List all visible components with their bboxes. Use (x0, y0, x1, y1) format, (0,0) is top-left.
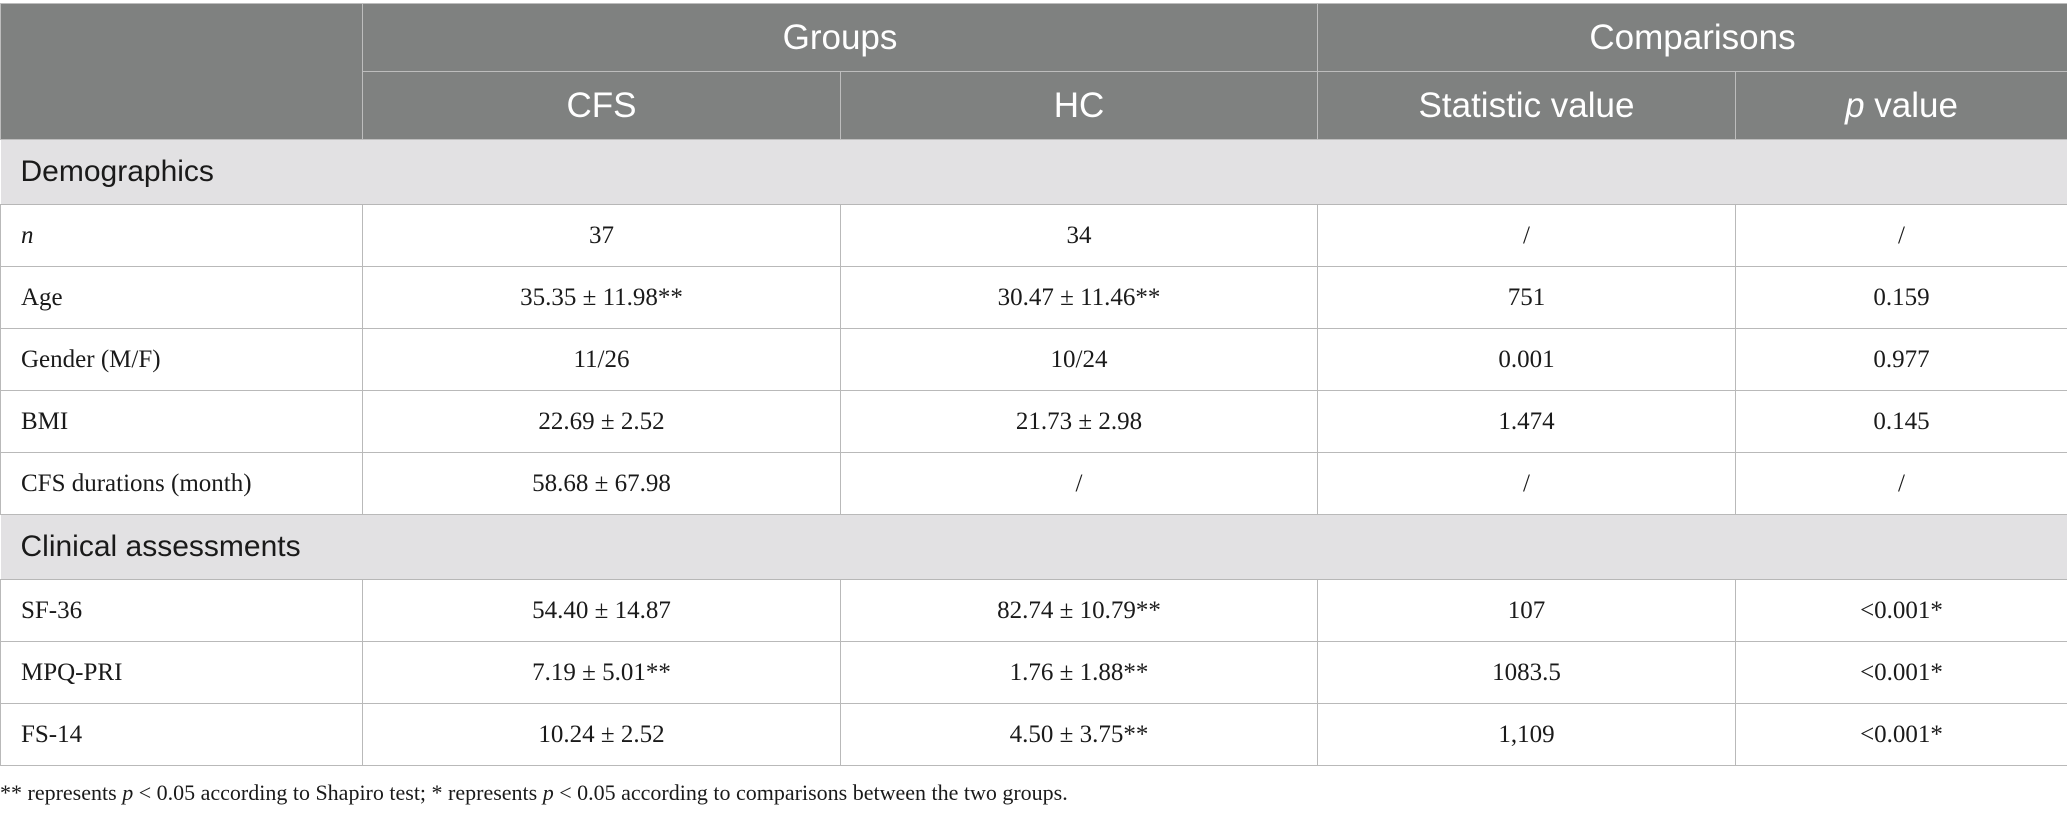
cfs-cell: 35.35 ± 11.98** (362, 266, 841, 329)
p-value-cell: / (1734, 204, 2067, 267)
table-row: n 37 34// (0, 204, 2067, 267)
hc-cell: 4.50 ± 3.75** (840, 703, 1318, 766)
statistic-cell: 0.001 (1317, 328, 1736, 391)
hc-cell: 10/24 (840, 328, 1318, 391)
cfs-cell: 11/26 (362, 328, 841, 391)
hc-cell: / (840, 452, 1318, 515)
table-row: CFS durations (month) 58.68 ± 67.98// / (0, 452, 2067, 515)
row-label-cell: BMI (0, 390, 363, 453)
header-p-italic: p (1845, 85, 1865, 125)
statistic-cell: 751 (1317, 266, 1736, 329)
statistic-cell: / (1317, 204, 1736, 267)
row-label-cell: n (0, 204, 363, 267)
hc-cell: 1.76 ± 1.88** (840, 641, 1318, 704)
header-p-value: p value (1734, 71, 2067, 140)
footnote-part2: < 0.05 according to Shapiro test; * repr… (133, 780, 543, 805)
cfs-cell: 10.24 ± 2.52 (362, 703, 841, 766)
statistic-cell: 1.474 (1317, 390, 1736, 453)
table-row: Gender (M/F) 11/26 10/24 0.001 0.977 (0, 328, 2067, 391)
footnote-part1: ** represents (0, 780, 123, 805)
table-body: Demographics n 37 34// Age 35.35 ± 11.98** 30.… (0, 139, 2067, 766)
footnote-part3: < 0.05 according to comparisons between … (553, 780, 1068, 805)
footnote-p2: p (542, 780, 554, 805)
cfs-cell: 54.40 ± 14.87 (362, 579, 841, 642)
row-label-cell: MPQ-PRI (0, 641, 363, 704)
statistic-cell: 1,109 (1317, 703, 1736, 766)
p-value-cell: / (1734, 452, 2067, 515)
row-label-cell: Age (0, 266, 363, 329)
table-row: MPQ-PRI 7.19 ± 5.01** 1.76 ± 1.88** 1083.5 <… (0, 641, 2067, 704)
cfs-cell: 22.69 ± 2.52 (362, 390, 841, 453)
header-hc: HC (840, 71, 1318, 140)
table-row: BMI 22.69 ± 2.52 21.73 ± 2.98 1.474 0.145 (0, 390, 2067, 453)
statistic-cell: 107 (1317, 579, 1736, 642)
row-label-cell: SF-36 (0, 579, 363, 642)
p-value-cell: <0.001* (1734, 703, 2067, 766)
p-value-cell: <0.001* (1734, 641, 2067, 704)
p-value-cell: 0.977 (1734, 328, 2067, 391)
table-row: SF-36 54.40 ± 14.87 82.74 ± 10.79** 107 <0.0… (0, 579, 2067, 642)
table-row: Age 35.35 ± 11.98** 30.47 ± 11.46** 751 0.15… (0, 266, 2067, 329)
section-row: Clinical assessments (0, 514, 2067, 580)
table-row: FS-14 10.24 ± 2.52 4.50 ± 3.75** 1,109 <0.00… (0, 703, 2067, 766)
p-value-cell: 0.159 (1734, 266, 2067, 329)
data-table-container: Groups Comparisons CFS HC Statistic valu… (0, 3, 2067, 766)
row-label-cell: FS-14 (0, 703, 363, 766)
hc-cell: 30.47 ± 11.46** (840, 266, 1318, 329)
table-footnote: ** represents p < 0.05 according to Shap… (0, 780, 1068, 806)
header-blank-cell (0, 3, 363, 140)
cfs-cell: 7.19 ± 5.01** (362, 641, 841, 704)
header-row-sub: CFS HC Statistic value p value (1, 71, 2067, 140)
statistic-cell: / (1317, 452, 1736, 515)
results-table: Groups Comparisons CFS HC Statistic valu… (0, 3, 2067, 766)
section-title: Demographics (0, 139, 2067, 205)
header-groups: Groups (362, 3, 1318, 72)
hc-cell: 21.73 ± 2.98 (840, 390, 1318, 453)
header-p-rest: value (1864, 85, 1958, 125)
statistic-cell: 1083.5 (1317, 641, 1736, 704)
hc-cell: 82.74 ± 10.79** (840, 579, 1318, 642)
cfs-cell: 37 (362, 204, 841, 267)
header-statistic-value: Statistic value (1317, 71, 1736, 140)
row-label-cell: CFS durations (month) (0, 452, 363, 515)
section-title: Clinical assessments (0, 514, 2067, 580)
row-label-cell: Gender (M/F) (0, 328, 363, 391)
footnote-p1: p (122, 780, 134, 805)
cfs-cell: 58.68 ± 67.98 (362, 452, 841, 515)
p-value-cell: 0.145 (1734, 390, 2067, 453)
header-comparisons: Comparisons (1316, 3, 2067, 72)
section-row: Demographics (0, 139, 2067, 205)
header-row-top: Groups Comparisons (0, 3, 2067, 140)
header-cfs: CFS (362, 71, 841, 140)
p-value-cell: <0.001* (1734, 579, 2067, 642)
hc-cell: 34 (840, 204, 1318, 267)
